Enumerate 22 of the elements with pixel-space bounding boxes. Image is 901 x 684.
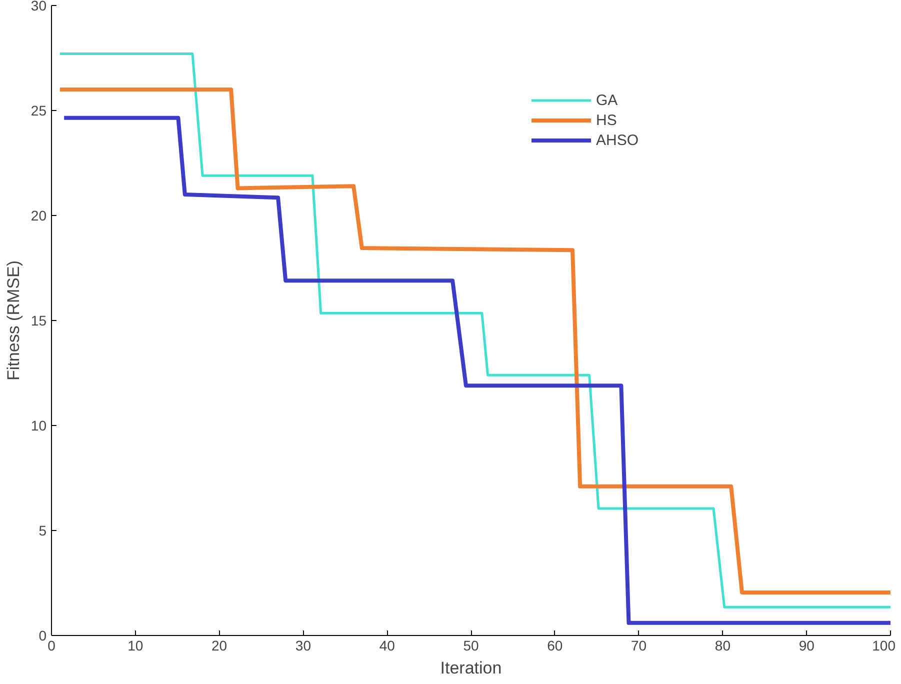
x-axis-title: Iteration [440, 658, 502, 678]
y-tick-label: 10 [30, 418, 47, 434]
x-tick-label: 30 [295, 638, 312, 654]
y-tick-label: 25 [30, 102, 47, 118]
x-tick-label: 80 [714, 638, 731, 654]
x-tick-label: 10 [128, 638, 144, 654]
x-tick-label: 40 [379, 638, 396, 654]
x-tick-label: 60 [547, 638, 563, 654]
y-tick-label: 30 [30, 0, 47, 14]
x-tick-label: 100 [872, 638, 896, 654]
legend-label: AHSO [596, 132, 639, 148]
y-tick-label: 5 [38, 522, 47, 538]
y-axis-title: Fitness (RMSE) [4, 260, 23, 380]
x-tick-label: 90 [798, 638, 815, 654]
legend-label: HS [596, 112, 617, 128]
y-tick-label: 0 [38, 628, 47, 644]
x-tick-label: 70 [631, 638, 647, 654]
y-tick-label: 20 [30, 208, 47, 224]
y-tick-label: 15 [30, 312, 47, 328]
legend-label: GA [596, 92, 618, 108]
x-tick-label: 50 [463, 638, 479, 654]
x-tick-label: 20 [212, 638, 228, 654]
